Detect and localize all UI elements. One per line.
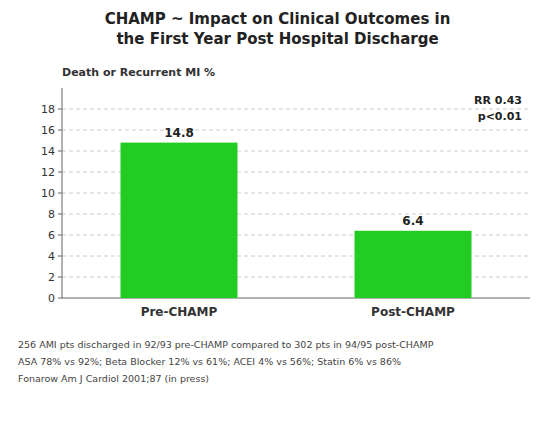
x-tick-label: Post-CHAMP xyxy=(371,305,455,319)
y-tick-label: 10 xyxy=(41,187,55,200)
y-tick xyxy=(58,130,62,131)
title: CHAMP ~ Impact on Clinical Outcomes in th… xyxy=(105,10,451,48)
y-tick xyxy=(58,235,62,236)
y-tick-label: 18 xyxy=(41,103,55,116)
y-tick xyxy=(58,193,62,194)
chart: CHAMP ~ Impact on Clinical Outcomes in th… xyxy=(0,0,555,421)
title-line: the First Year Post Hospital Discharge xyxy=(116,30,438,48)
grid-line xyxy=(62,130,530,131)
y-tick-label: 0 xyxy=(48,292,55,305)
y-tick-label: 12 xyxy=(41,166,55,179)
grid-line xyxy=(62,109,530,110)
annotation: p<0.01 xyxy=(478,110,522,123)
footnote: 256 AMI pts discharged in 92/93 pre-CHAM… xyxy=(18,339,434,350)
footnote: ASA 78% vs 92%; Beta Blocker 12% vs 61%;… xyxy=(18,356,401,367)
y-tick xyxy=(58,151,62,152)
y-tick xyxy=(58,298,62,299)
y-tick-label: 4 xyxy=(48,250,55,263)
y-tick xyxy=(58,256,62,257)
bars xyxy=(121,143,472,298)
data-label: 6.4 xyxy=(402,214,423,228)
y-tick xyxy=(58,277,62,278)
y-tick-label: 2 xyxy=(48,271,55,284)
y-tick-label: 16 xyxy=(41,124,55,137)
bar xyxy=(121,143,238,298)
y-tick xyxy=(58,214,62,215)
annotation: RR 0.43 xyxy=(474,94,522,107)
y-tick-label: 6 xyxy=(48,229,55,242)
y-tick-label: 14 xyxy=(41,145,55,158)
x-tick-label: Pre-CHAMP xyxy=(141,305,218,319)
footnote: Fonarow Am J Cardiol 2001;87 (in press) xyxy=(18,373,209,384)
y-axis-label: Death or Recurrent MI % xyxy=(62,66,215,79)
title-line: CHAMP ~ Impact on Clinical Outcomes in xyxy=(105,10,451,28)
y-tick xyxy=(58,109,62,110)
bar xyxy=(355,231,472,298)
y-axis-line xyxy=(62,88,63,298)
y-tick-label: 8 xyxy=(48,208,55,221)
y-tick xyxy=(58,172,62,173)
data-label: 14.8 xyxy=(164,126,194,140)
